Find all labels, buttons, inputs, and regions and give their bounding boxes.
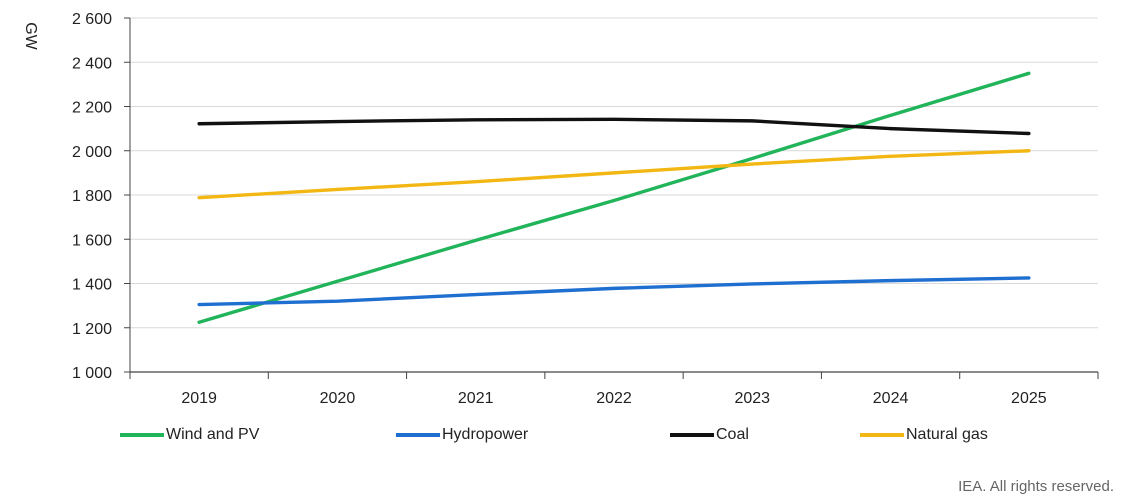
legend-label: Hydropower [442,426,529,443]
y-tick-label: 1 800 [72,188,112,205]
legend: Wind and PV Hydropower Coal Natural gas [0,426,1128,456]
y-tick-label: 2 400 [72,55,112,72]
axes: 1 000 1 200 1 400 1 600 1 800 2 000 2 200 2 400… [72,11,1099,407]
legend-swatch [670,433,714,437]
y-axis-label: GW [22,22,39,50]
copyright-note: IEA. All rights reserved. [958,478,1114,495]
series-line-natural-gas [197,149,1031,200]
legend-item-coal: Coal [670,426,749,444]
y-tick-label: 2 600 [72,11,112,28]
x-tick-label: 2025 [1011,390,1047,407]
legend-swatch [396,433,440,437]
x-tick-label: 2020 [320,390,356,407]
y-tick-label: 1 400 [72,277,112,294]
legend-item-wind-and-pv: Wind and PV [120,426,259,444]
legend-item-hydropower: Hydropower [396,426,528,444]
y-tick-label: 1 600 [72,232,112,249]
line-chart: 1 000 1 200 1 400 1 600 1 800 2 000 2 200 2 400… [22,11,1099,407]
x-tick-label: 2022 [596,390,632,407]
series-line-hydropower [197,276,1031,307]
y-tick-label: 1 200 [72,321,112,338]
y-tick-label: 1 000 [72,365,112,382]
y-tick-label: 2 000 [72,144,112,161]
series-lines [197,71,1031,324]
series-line-coal [197,117,1031,136]
x-tick-label: 2021 [458,390,494,407]
gridlines [130,17,1098,329]
series-line-wind-and-pv [197,71,1031,324]
legend-label: Coal [716,426,749,443]
legend-item-natural-gas: Natural gas [860,426,988,444]
legend-swatch [120,433,164,437]
x-tick-label: 2023 [734,390,770,407]
legend-label: Wind and PV [166,426,260,443]
legend-label: Natural gas [906,426,988,443]
legend-swatch [860,433,904,437]
x-tick-label: 2024 [873,390,909,407]
y-tick-label: 2 200 [72,100,112,117]
x-tick-label: 2019 [181,390,217,407]
